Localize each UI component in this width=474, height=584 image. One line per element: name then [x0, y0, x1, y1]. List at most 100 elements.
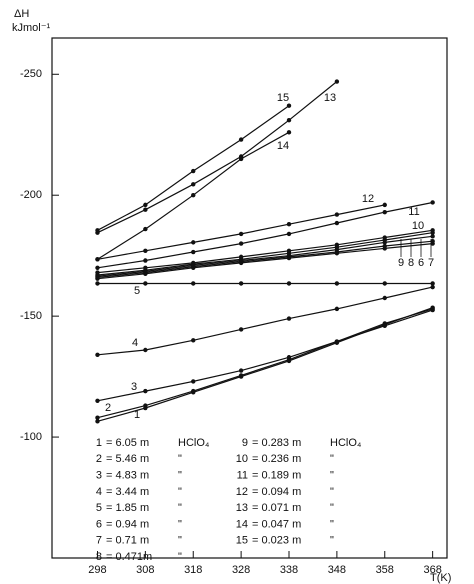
- legend-text: = 0.094 m: [252, 486, 301, 498]
- data-point: [191, 240, 196, 245]
- data-point: [191, 281, 196, 286]
- legend-suffix: HClO₄: [178, 437, 210, 449]
- data-point: [334, 339, 340, 344]
- legend-text: = 3.44 m: [106, 486, 149, 498]
- x-tick-label: 298: [88, 564, 106, 576]
- data-point: [238, 156, 244, 162]
- legend-number: 2: [96, 453, 102, 465]
- data-point: [95, 415, 100, 420]
- data-point: [238, 368, 244, 373]
- legend-number: 7: [96, 535, 102, 547]
- legend-text: = 4.83 m: [106, 470, 149, 482]
- series-line: [97, 105, 290, 231]
- data-point: [286, 316, 292, 321]
- data-point: [430, 284, 435, 290]
- x-axis-label: T(K): [430, 572, 451, 584]
- legend-suffix: ": [330, 453, 334, 465]
- data-point: [143, 388, 148, 394]
- data-point: [143, 258, 148, 263]
- x-tick-label: 338: [280, 564, 298, 576]
- data-point: [191, 338, 196, 343]
- series-label: 15: [277, 92, 289, 104]
- data-point: [143, 202, 148, 208]
- series-label: 7: [428, 257, 434, 269]
- legend-text: = 0.071 m: [252, 502, 301, 514]
- data-point: [143, 207, 148, 212]
- legend-number: 1: [96, 437, 102, 449]
- legend-suffix: ": [330, 470, 334, 482]
- series-label: 5: [134, 285, 140, 297]
- legend-suffix: ": [330, 486, 334, 498]
- legend-suffix: ": [178, 551, 182, 563]
- series-line: [97, 240, 433, 278]
- data-point: [95, 270, 100, 275]
- data-point: [238, 327, 244, 332]
- legend-suffix: HClO₄: [330, 437, 362, 449]
- data-point: [286, 281, 292, 286]
- data-point: [382, 243, 387, 249]
- data-point: [191, 182, 196, 187]
- legend-text: = 0.047 m: [252, 518, 301, 530]
- y-axis-label: ΔH: [14, 8, 29, 20]
- data-point: [143, 281, 148, 286]
- legend-number: 3: [96, 470, 102, 482]
- legend-number: 8: [96, 551, 102, 563]
- data-point: [430, 307, 435, 313]
- legend-suffix: ": [330, 518, 334, 530]
- series-line: [97, 309, 433, 402]
- data-point: [238, 231, 244, 237]
- series-line: [97, 229, 433, 274]
- data-point: [382, 235, 387, 240]
- y-tick-label: -100: [20, 431, 42, 443]
- y-axis-unit: kJmol⁻¹: [12, 22, 51, 34]
- series-label: 3: [131, 381, 137, 393]
- data-point: [238, 281, 244, 286]
- data-point: [143, 248, 148, 254]
- x-tick-label: 358: [376, 564, 394, 576]
- data-point: [334, 306, 340, 312]
- series-label: 8: [408, 257, 414, 269]
- legend-text: = 0.94 m: [106, 518, 149, 530]
- legend-suffix: ": [178, 486, 182, 498]
- data-point: [286, 222, 292, 227]
- data-point: [238, 241, 244, 246]
- legend-suffix: ": [178, 453, 182, 465]
- data-point: [286, 130, 292, 135]
- series-label: 11: [408, 206, 419, 218]
- legend-suffix: ": [178, 470, 182, 482]
- data-point: [95, 228, 100, 233]
- legend-text: = 0.283 m: [252, 437, 301, 449]
- x-tick-label: 308: [136, 564, 154, 576]
- legend-number: 11: [237, 470, 248, 482]
- x-tick-label: 368: [423, 564, 441, 576]
- data-point: [191, 193, 196, 198]
- series-label: 6: [418, 257, 424, 269]
- data-point: [382, 323, 387, 329]
- data-point: [334, 220, 340, 226]
- series-label: 2: [105, 402, 111, 414]
- legend-suffix: ": [330, 535, 334, 547]
- legend-number: 10: [236, 453, 248, 465]
- series-line: [97, 286, 433, 356]
- legend-text: = 0.189 m: [252, 470, 301, 482]
- data-point: [238, 373, 244, 378]
- legend-number: 9: [242, 437, 248, 449]
- data-point: [191, 388, 196, 394]
- series-line: [97, 308, 433, 419]
- data-point: [286, 248, 292, 254]
- data-point: [286, 355, 292, 360]
- legend-suffix: ": [178, 502, 182, 514]
- legend-number: 6: [96, 518, 102, 530]
- series-label: 13: [324, 92, 336, 104]
- legend-number: 12: [236, 486, 248, 498]
- data-point: [191, 379, 196, 384]
- series-line: [97, 243, 433, 280]
- data-point: [191, 260, 196, 266]
- legend-number: 15: [236, 535, 248, 547]
- y-tick-label: -250: [20, 68, 42, 80]
- data-point: [334, 79, 340, 84]
- legend-suffix: ": [178, 535, 182, 547]
- data-point: [382, 202, 387, 208]
- series-line: [97, 232, 433, 276]
